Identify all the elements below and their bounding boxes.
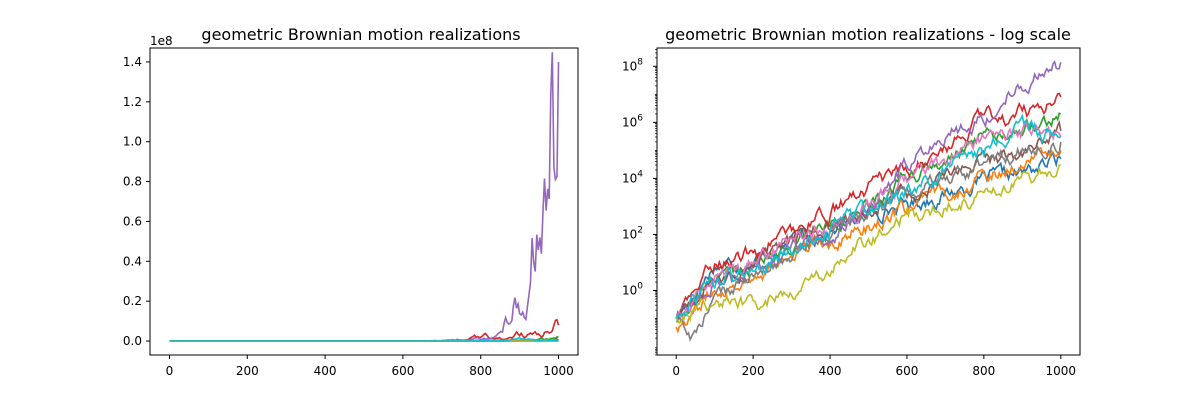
- chart-title: geometric Brownian motion realizations -…: [665, 25, 1071, 44]
- y-tick-label: 102: [622, 225, 643, 241]
- y-tick-label: 1.2: [123, 95, 142, 109]
- y-tick-label: 1.0: [123, 135, 142, 149]
- x-tick-label: 1000: [543, 364, 574, 378]
- x-tick-label: 0: [672, 364, 680, 378]
- x-tick-label: 800: [972, 364, 995, 378]
- y-tick-label: 0.0: [123, 334, 142, 348]
- x-tick-label: 400: [314, 364, 337, 378]
- plot-area: 0 200 400 600 800 1000 0.0 0.2 0.4 0.6 0.8 1.0 1.2 1…: [123, 47, 579, 378]
- series-line-1: [675, 146, 1062, 334]
- x-tick-label: 600: [391, 364, 414, 378]
- y-tick-label: 0.2: [123, 294, 142, 308]
- chart-title: geometric Brownian motion realizations: [201, 25, 520, 44]
- y-tick-label: 108: [622, 57, 643, 73]
- series-line-3: [675, 92, 1062, 320]
- log-scale-chart: geometric Brownian motion realizations -…: [622, 25, 1081, 378]
- y-tick-label: 0.4: [123, 254, 142, 268]
- series-line-8: [675, 164, 1061, 325]
- y-tick-label: 100: [622, 282, 643, 298]
- x-tick-label: 800: [469, 364, 492, 378]
- y-tick-label: 1.4: [123, 55, 142, 69]
- linear-scale-chart: geometric Brownian motion realizations 1…: [123, 25, 579, 378]
- y-tick-label: 104: [622, 169, 643, 185]
- y-tick-label: 106: [622, 113, 643, 129]
- x-tick-label: 200: [742, 364, 765, 378]
- axes-frame: [149, 47, 579, 356]
- y-tick-label: 0.6: [123, 214, 142, 228]
- plot-area: 0 200 400 600 800 1000 100 102 104 106 108: [622, 47, 1081, 378]
- x-tick-label: 0: [166, 364, 174, 378]
- series-line-2: [676, 112, 1062, 323]
- x-tick-label: 400: [819, 364, 842, 378]
- y-tick-label: 0.8: [123, 175, 142, 189]
- x-tick-label: 600: [896, 364, 919, 378]
- y-axis-offset-label: 1e8: [150, 34, 173, 48]
- x-tick-label: 200: [236, 364, 259, 378]
- x-tick-label: 1000: [1045, 364, 1076, 378]
- axes-frame: [656, 47, 1081, 356]
- series-line-7: [675, 141, 1062, 342]
- series-line-9: [169, 336, 559, 342]
- series-line-9: [675, 113, 1062, 319]
